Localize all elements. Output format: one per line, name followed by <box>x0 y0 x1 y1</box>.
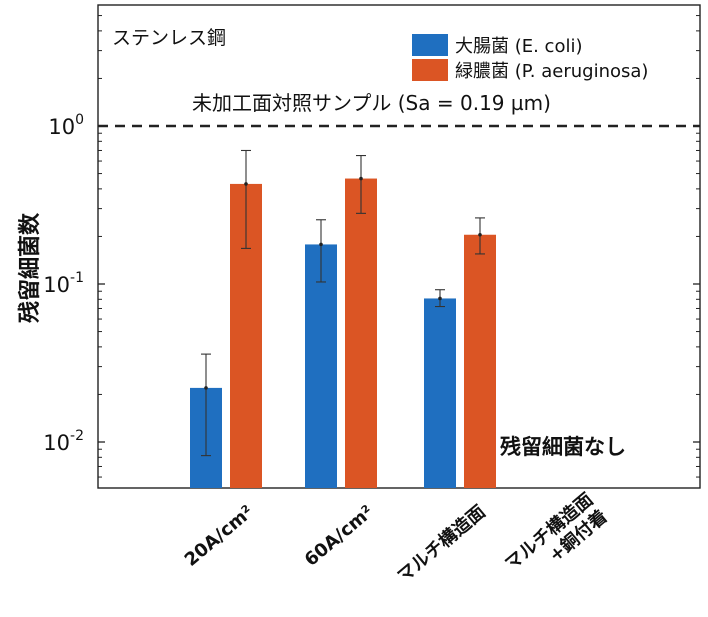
bar-ecoli-2 <box>424 298 456 488</box>
y-axis-ticks: 10-2 10-1 100 <box>43 15 700 478</box>
y-axis-label: 残留細菌数 <box>17 212 43 323</box>
mean-dot-paeruginosa-1 <box>359 176 363 181</box>
legend-swatch-ecoli <box>412 34 448 56</box>
x-tick-label-2: マルチ構造面 <box>393 501 490 587</box>
bar-paeruginosa-2 <box>464 234 496 488</box>
y-tick-label-0: 10-2 <box>43 428 84 455</box>
error-bars <box>201 149 485 457</box>
bar-ecoli-1 <box>305 244 337 488</box>
reference-line-label: 未加工面対照サンプル (Sa = 0.19 µm) <box>192 91 551 115</box>
y-tick-label-1: 10-1 <box>43 270 84 297</box>
plot-frame <box>97 4 701 489</box>
x-tick-label-0: 20A/cm² <box>181 501 258 570</box>
no-bacteria-annotation: 残留細菌なし <box>500 435 626 459</box>
mean-dot-ecoli-2 <box>438 296 442 301</box>
legend-label-paeruginosa: 緑膿菌 (P. aeruginosa) <box>455 61 648 82</box>
bars <box>190 178 496 489</box>
x-tick-label-3: マルチ構造面+銅付着 <box>500 488 611 591</box>
material-label: ステンレス鋼 <box>112 27 226 49</box>
legend-swatch-paeruginosa <box>412 59 448 81</box>
mean-dot-paeruginosa-0 <box>244 182 248 186</box>
legend-label-ecoli: 大腸菌 (E. coli) <box>455 36 583 57</box>
mean-dot-paeruginosa-2 <box>478 232 482 237</box>
bar-paeruginosa-1 <box>345 178 377 489</box>
x-tick-label-1: 60A/cm² <box>301 501 378 570</box>
mean-dot-ecoli-1 <box>319 242 323 247</box>
mean-dot-ecoli-0 <box>204 386 208 390</box>
y-tick-label-2: 100 <box>48 112 84 139</box>
legend: 大腸菌 (E. coli) 緑膿菌 (P. aeruginosa) <box>412 34 648 82</box>
x-axis-labels: 20A/cm² 60A/cm² マルチ構造面 マルチ構造面+銅付着 <box>181 488 612 591</box>
